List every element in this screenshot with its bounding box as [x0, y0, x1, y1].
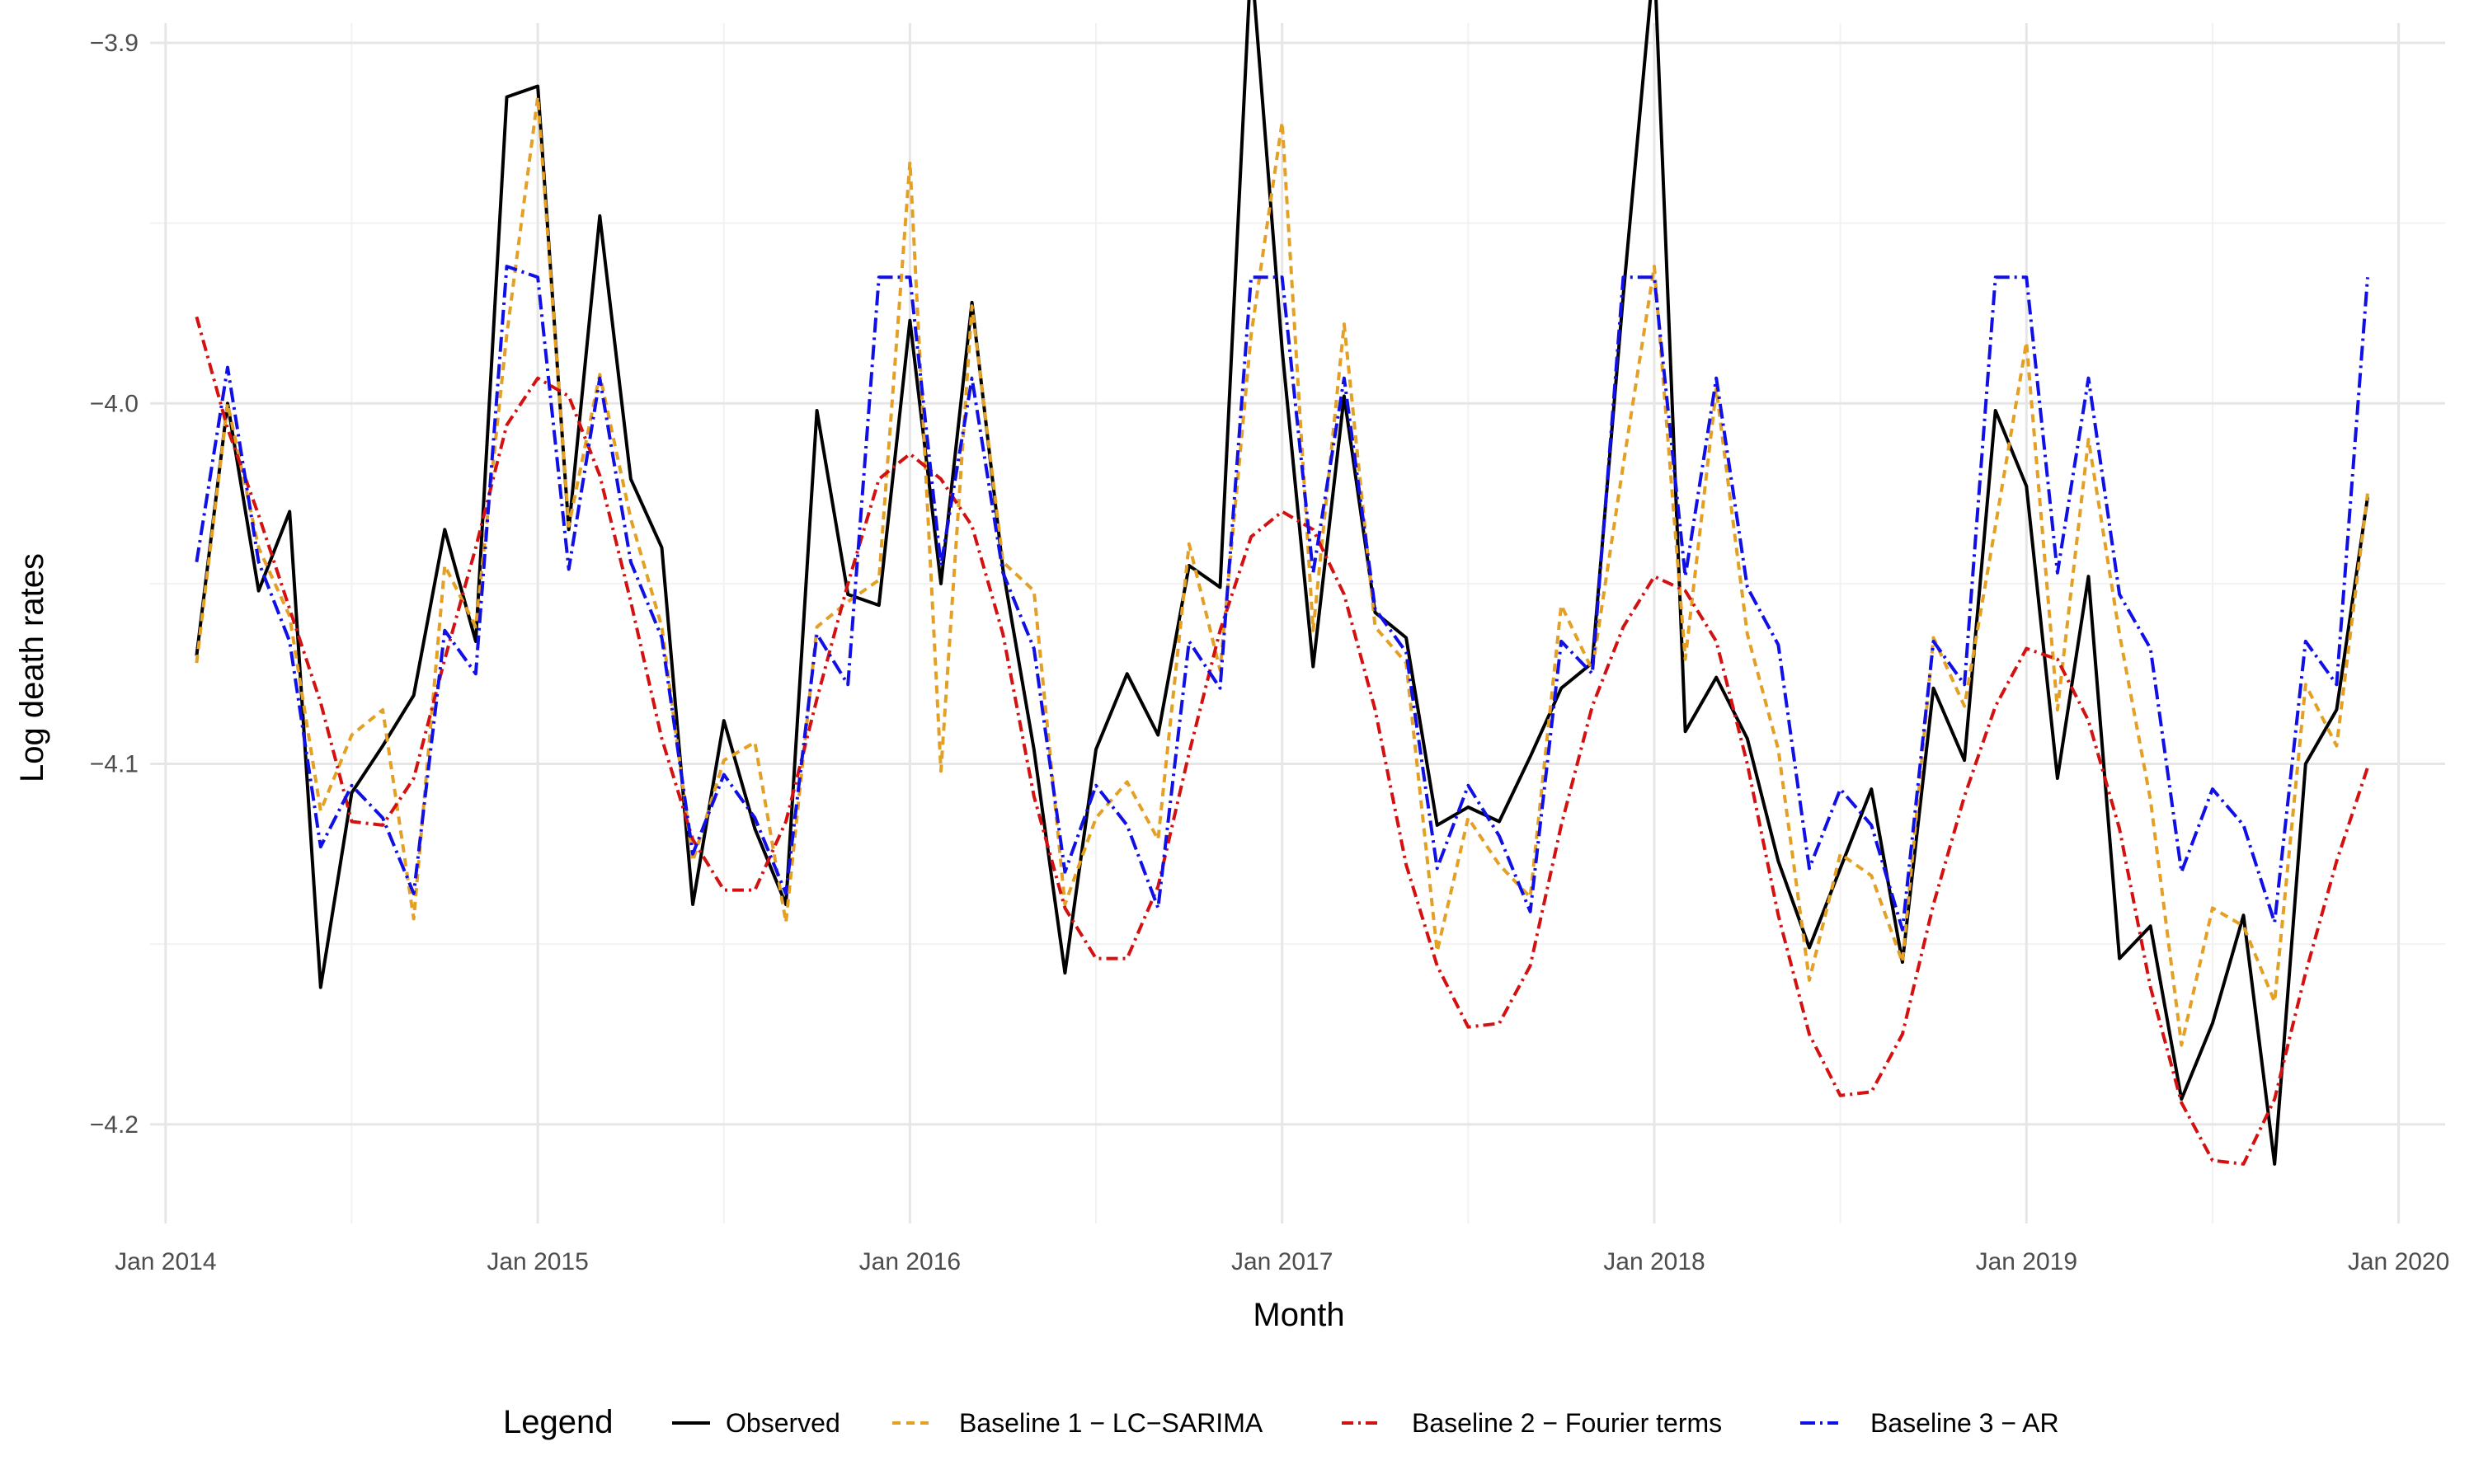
series-line-baseline-3-ar	[195, 265, 2369, 932]
x-tick-label: Jan 2019	[1976, 1248, 2077, 1275]
y-tick-label: −4.2	[90, 1111, 139, 1139]
x-tick-label: Jan 2017	[1231, 1248, 1333, 1275]
x-tick-label: Jan 2015	[487, 1248, 588, 1275]
legend-label-observed: Observed	[726, 1408, 840, 1438]
x-axis-title: Month	[1253, 1297, 1344, 1333]
legend-label-baseline-1-lc-sarima: Baseline 1 − LC−SARIMA	[959, 1408, 1263, 1438]
y-tick-label: −4.0	[90, 390, 139, 417]
legend-title: Legend	[503, 1404, 613, 1440]
y-tick-label: −4.1	[90, 751, 139, 778]
x-tick-label: Jan 2020	[2348, 1248, 2449, 1275]
legend-items: Observed Baseline 1 − LC−SARIMA Baseline 2…	[672, 1408, 2059, 1438]
x-tick-label: Jan 2018	[1603, 1248, 1705, 1275]
legend-label-baseline-2-fourier-terms: Baseline 2 − Fourier terms	[1412, 1408, 1722, 1438]
grid	[150, 23, 2445, 1223]
series-line-baseline-1-lc-sarima	[195, 95, 2369, 1047]
y-tick-label: −3.9	[90, 30, 139, 57]
legend-label-baseline-3-ar: Baseline 3 − AR	[1870, 1408, 2059, 1438]
legend: Legend Observed Baseline 1 − LC−SARIMA Bas…	[503, 1404, 2059, 1440]
tick-labels: Jan 2014 Jan 2015 Jan 2016 Jan 2017 Jan 2018…	[90, 30, 2450, 1275]
x-tick-label: Jan 2016	[859, 1248, 961, 1275]
y-axis-title: Log death rates	[14, 553, 50, 782]
series-lines	[195, 0, 2369, 1166]
x-tick-label: Jan 2014	[115, 1248, 216, 1275]
series-line-baseline-2-fourier-terms	[195, 316, 2369, 1166]
